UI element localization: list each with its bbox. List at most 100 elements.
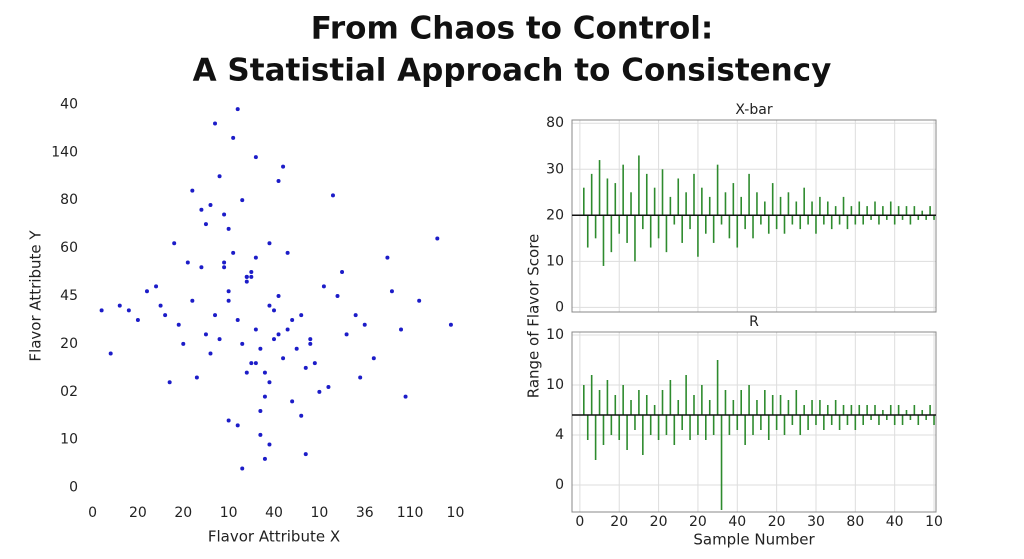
y-tick-label: 10 [546, 253, 564, 269]
point [281, 164, 286, 169]
x-tick-label: 20 [768, 514, 786, 530]
point [267, 241, 272, 246]
x-tick-label: 40 [728, 514, 746, 530]
x-tick-label: 10 [220, 505, 238, 521]
x-axis-title: Sample Number [693, 531, 815, 549]
point [231, 135, 236, 140]
point [235, 423, 240, 428]
point [117, 303, 122, 308]
x-tick-label: 20 [174, 505, 192, 521]
point [99, 308, 104, 313]
x-tick-label: 20 [129, 505, 147, 521]
point [344, 332, 349, 337]
point [272, 308, 276, 313]
point [262, 394, 267, 399]
point [276, 179, 281, 184]
panel-title: R [749, 314, 759, 330]
y-tick-label: 140 [51, 144, 78, 160]
point [362, 322, 367, 327]
y-tick-label: 30 [546, 161, 564, 177]
point [353, 313, 358, 318]
point [285, 327, 290, 332]
x-tick-label: 36 [356, 505, 374, 521]
point [249, 270, 254, 275]
point [294, 346, 299, 351]
point [144, 289, 149, 294]
point [208, 202, 213, 207]
point [417, 298, 422, 303]
point [240, 466, 245, 471]
point [235, 107, 240, 112]
y-axis-title: Flavor Attribute Y [27, 230, 45, 362]
x-axis-title: Flavor Attribute X [208, 528, 340, 546]
y-tick-label: 02 [60, 384, 78, 400]
point [335, 294, 340, 298]
point [172, 241, 177, 246]
point [299, 313, 304, 318]
title-line: A Statistial Approach to Consistency [193, 53, 832, 89]
point [253, 155, 258, 160]
point [312, 361, 317, 366]
point [267, 303, 272, 308]
point [258, 408, 263, 413]
point [240, 341, 245, 346]
point [249, 274, 254, 279]
point [403, 394, 408, 399]
y-tick-label: 80 [60, 192, 78, 208]
point [222, 212, 227, 217]
point [167, 380, 172, 385]
point [262, 370, 267, 375]
point [276, 294, 281, 298]
point [262, 456, 267, 461]
point [385, 255, 390, 260]
y-tick-label: 80 [546, 115, 564, 131]
point [389, 289, 394, 294]
plot-frame [571, 331, 937, 513]
y-tick-label: 20 [546, 207, 564, 223]
point [190, 298, 195, 303]
point [308, 341, 313, 346]
point [176, 322, 181, 327]
point [217, 174, 222, 179]
point [231, 250, 236, 255]
point [108, 351, 113, 356]
x-tick-label: 40 [265, 505, 283, 521]
x-tick-label: 20 [689, 514, 707, 530]
y-tick-label: 20 [60, 336, 78, 352]
point [258, 432, 263, 437]
y-tick-label: 10 [546, 327, 564, 343]
point [399, 327, 404, 332]
point [217, 337, 222, 342]
point [135, 317, 140, 322]
point [190, 188, 195, 193]
point [448, 322, 453, 327]
point [303, 452, 308, 457]
point [299, 413, 304, 418]
point [267, 442, 272, 447]
point [226, 226, 231, 231]
point [290, 399, 295, 404]
panel-title: X-bar [735, 102, 772, 118]
point [126, 308, 131, 313]
y-tick-label: 10 [546, 377, 564, 393]
point [194, 375, 199, 380]
point [435, 236, 440, 241]
point [321, 284, 326, 289]
point [244, 370, 249, 375]
point [203, 222, 208, 227]
point [281, 356, 286, 361]
x-tick-label: 0 [575, 514, 584, 530]
point [199, 207, 204, 212]
y-tick-label: 0 [69, 480, 78, 496]
x-tick-label: 30 [807, 514, 825, 530]
point [235, 317, 240, 322]
point [326, 385, 331, 390]
point [158, 303, 163, 308]
x-tick-label: 10 [310, 505, 328, 521]
x-tick-label: 20 [650, 514, 668, 530]
point [203, 332, 208, 337]
point [317, 389, 322, 394]
point [308, 337, 313, 342]
